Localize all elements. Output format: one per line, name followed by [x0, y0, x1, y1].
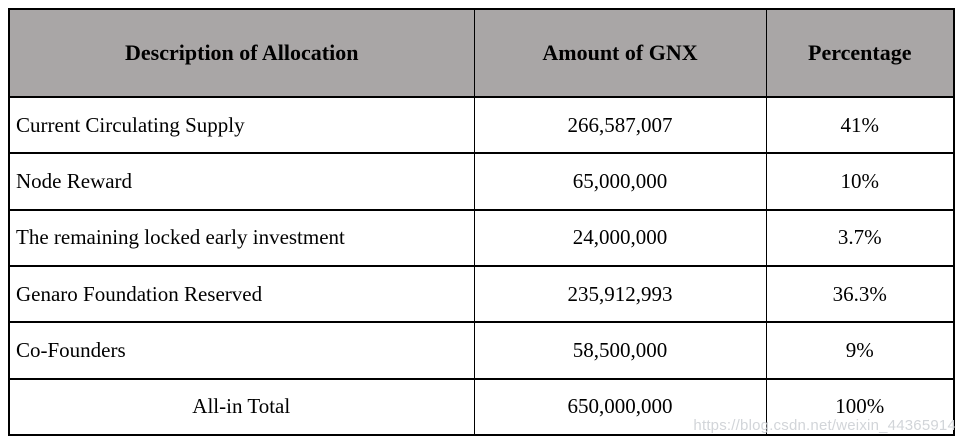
row-description: Genaro Foundation Reserved	[8, 264, 475, 324]
row-description: Co-Founders	[8, 321, 475, 380]
table-header-row: Description of Allocation Amount of GNX …	[8, 8, 955, 98]
total-percentage: 100%	[765, 377, 955, 437]
row-amount: 266,587,007	[473, 95, 767, 155]
row-percentage: 9%	[765, 321, 955, 380]
row-percentage: 3.7%	[765, 208, 955, 267]
row-percentage: 10%	[765, 152, 955, 211]
row-description: Node Reward	[8, 152, 475, 211]
column-header-percentage: Percentage	[765, 8, 955, 98]
total-amount: 650,000,000	[473, 377, 767, 437]
row-percentage: 36.3%	[765, 264, 955, 324]
allocation-table: Description of Allocation Amount of GNX …	[8, 8, 955, 437]
row-description: Current Circulating Supply	[8, 95, 475, 155]
column-header-amount: Amount of GNX	[473, 8, 767, 98]
table-row: Node Reward 65,000,000 10%	[8, 152, 955, 211]
total-label: All-in Total	[8, 377, 475, 437]
table-row: Co-Founders 58,500,000 9%	[8, 321, 955, 380]
row-amount: 58,500,000	[473, 321, 767, 380]
row-amount: 24,000,000	[473, 208, 767, 267]
row-amount: 65,000,000	[473, 152, 767, 211]
table-row: The remaining locked early investment 24…	[8, 208, 955, 267]
table-row: Genaro Foundation Reserved 235,912,993 3…	[8, 264, 955, 324]
row-percentage: 41%	[765, 95, 955, 155]
table-row: Current Circulating Supply 266,587,007 4…	[8, 95, 955, 155]
row-description: The remaining locked early investment	[8, 208, 475, 267]
row-amount: 235,912,993	[473, 264, 767, 324]
column-header-description: Description of Allocation	[8, 8, 475, 98]
table-total-row: All-in Total 650,000,000 100%	[8, 377, 955, 437]
